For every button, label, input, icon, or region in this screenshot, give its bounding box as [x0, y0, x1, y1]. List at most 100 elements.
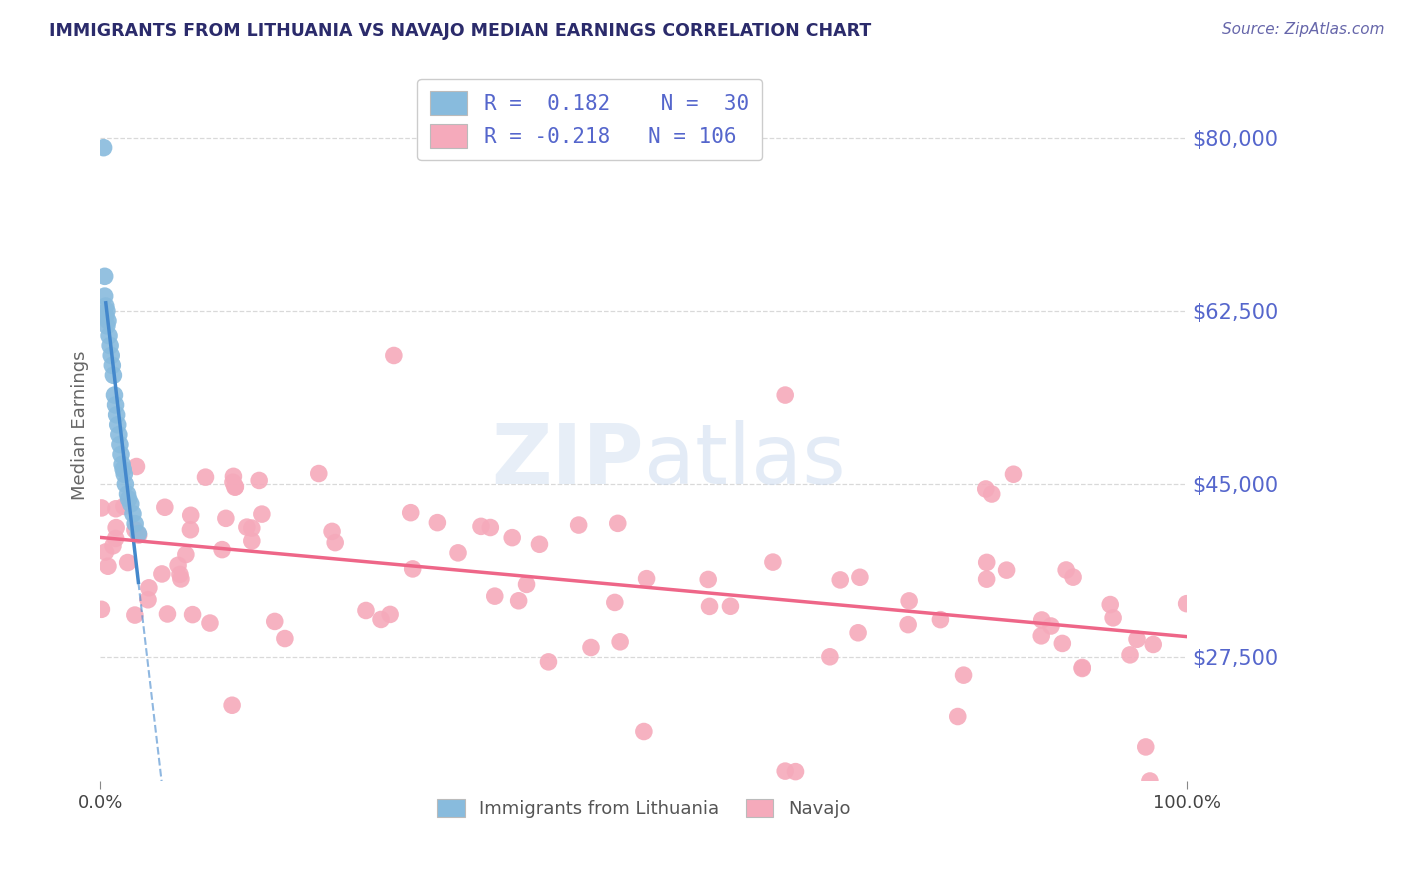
Point: [1071, 661, 1094, 675]
Point: [124, 608, 146, 623]
Point: [114, 477, 136, 491]
Point: [995, 563, 1018, 577]
Point: [762, 555, 785, 569]
Point: [321, 524, 343, 539]
Point: [929, 613, 952, 627]
Point: [180, 508, 202, 523]
Point: [112, 467, 135, 482]
Point: [818, 649, 841, 664]
Point: [117, 487, 139, 501]
Point: [104, 532, 127, 546]
Point: [94, 545, 117, 559]
Point: [90, 500, 112, 515]
Point: [1071, 660, 1094, 674]
Point: [136, 592, 159, 607]
Point: [107, 417, 129, 432]
Point: [720, 599, 742, 614]
Point: [1099, 598, 1122, 612]
Point: [980, 487, 1002, 501]
Point: [633, 724, 655, 739]
Point: [127, 526, 149, 541]
Text: atlas: atlas: [644, 420, 845, 501]
Point: [240, 521, 263, 535]
Point: [222, 475, 245, 490]
Point: [125, 459, 148, 474]
Point: [606, 516, 628, 531]
Point: [97, 314, 120, 328]
Point: [470, 519, 492, 533]
Point: [1142, 637, 1164, 651]
Point: [124, 523, 146, 537]
Point: [1135, 739, 1157, 754]
Point: [198, 615, 221, 630]
Point: [117, 556, 139, 570]
Point: [382, 349, 405, 363]
Point: [167, 558, 190, 573]
Point: [224, 480, 246, 494]
Point: [263, 615, 285, 629]
Point: [579, 640, 602, 655]
Point: [150, 566, 173, 581]
Point: [1039, 619, 1062, 633]
Point: [104, 398, 127, 412]
Point: [108, 427, 131, 442]
Point: [1175, 597, 1198, 611]
Point: [110, 447, 132, 461]
Point: [153, 500, 176, 515]
Point: [501, 531, 523, 545]
Point: [96, 318, 118, 333]
Point: [1102, 611, 1125, 625]
Point: [378, 607, 401, 622]
Point: [93, 289, 115, 303]
Point: [952, 668, 974, 682]
Point: [897, 617, 920, 632]
Point: [103, 368, 125, 383]
Point: [211, 542, 233, 557]
Text: Source: ZipAtlas.com: Source: ZipAtlas.com: [1222, 22, 1385, 37]
Point: [484, 589, 506, 603]
Point: [156, 607, 179, 621]
Point: [94, 309, 117, 323]
Point: [1119, 648, 1142, 662]
Point: [898, 594, 921, 608]
Point: [773, 764, 796, 778]
Text: IMMIGRANTS FROM LITHUANIA VS NAVAJO MEDIAN EARNINGS CORRELATION CHART: IMMIGRANTS FROM LITHUANIA VS NAVAJO MEDI…: [49, 22, 872, 40]
Point: [120, 497, 142, 511]
Point: [179, 523, 201, 537]
Point: [105, 408, 128, 422]
Point: [93, 269, 115, 284]
Point: [354, 603, 377, 617]
Point: [609, 635, 631, 649]
Point: [97, 559, 120, 574]
Y-axis label: Median Earnings: Median Earnings: [72, 350, 89, 500]
Point: [974, 482, 997, 496]
Point: [124, 516, 146, 531]
Point: [1031, 613, 1053, 627]
Point: [221, 698, 243, 713]
Point: [1054, 563, 1077, 577]
Point: [98, 338, 121, 352]
Point: [447, 546, 470, 560]
Point: [103, 388, 125, 402]
Point: [976, 555, 998, 569]
Point: [529, 537, 551, 551]
Point: [976, 572, 998, 586]
Point: [194, 470, 217, 484]
Point: [94, 299, 117, 313]
Point: [849, 570, 872, 584]
Point: [122, 507, 145, 521]
Point: [568, 518, 591, 533]
Text: ZIP: ZIP: [491, 420, 644, 501]
Point: [169, 567, 191, 582]
Point: [224, 480, 246, 494]
Point: [946, 709, 969, 723]
Point: [830, 573, 852, 587]
Point: [93, 141, 115, 155]
Point: [785, 764, 807, 779]
Point: [426, 516, 449, 530]
Point: [846, 625, 869, 640]
Point: [1139, 774, 1161, 789]
Point: [1062, 570, 1084, 584]
Point: [100, 349, 122, 363]
Point: [240, 533, 263, 548]
